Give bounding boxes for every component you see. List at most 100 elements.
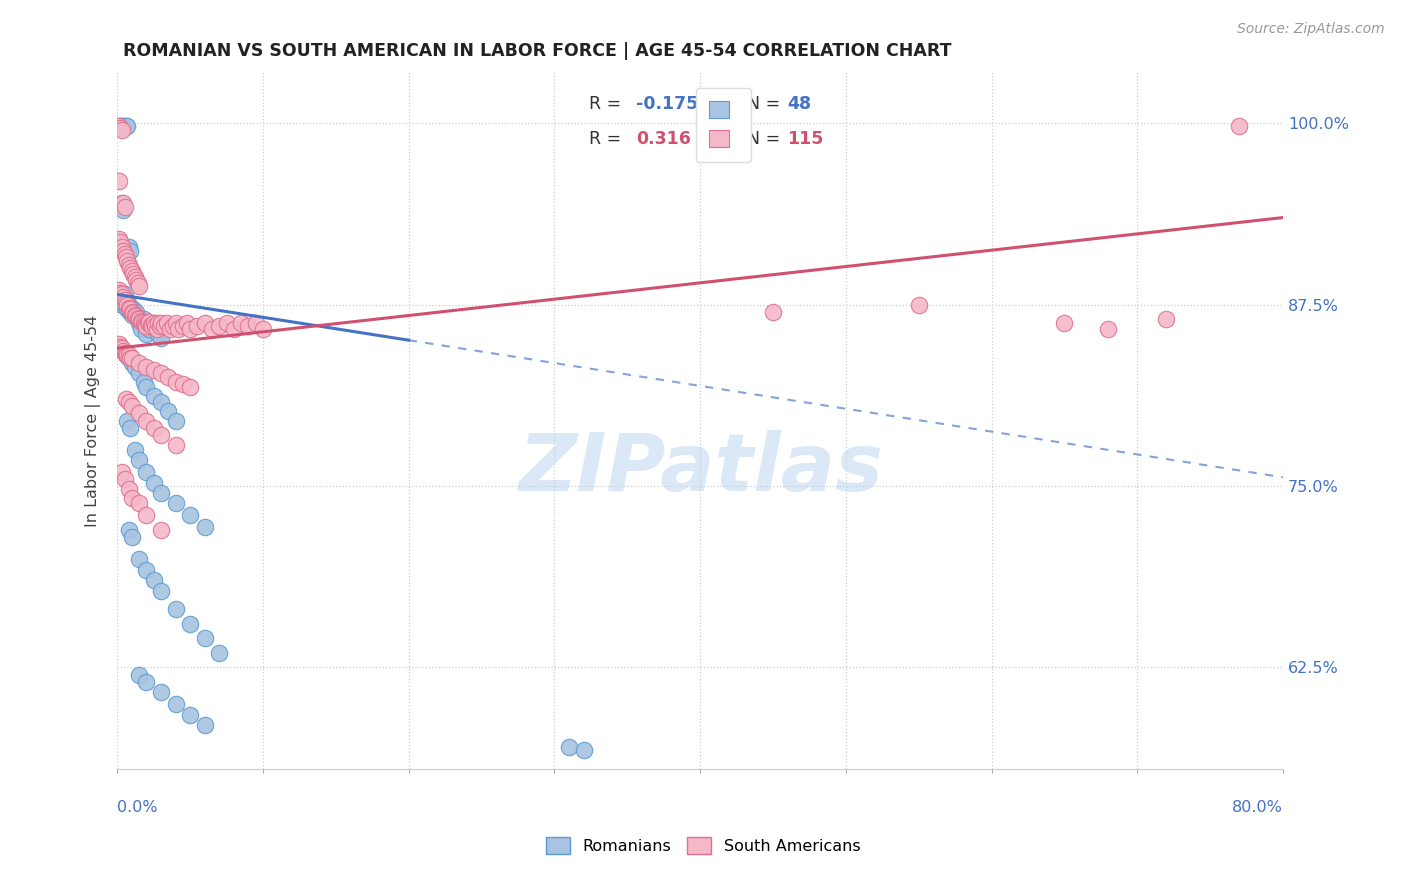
Point — [149, 685, 172, 699]
Point — [112, 344, 135, 359]
Point — [141, 319, 163, 334]
Point — [120, 305, 142, 319]
Point — [129, 313, 152, 327]
Point — [121, 308, 143, 322]
Point — [142, 574, 165, 588]
Point — [112, 203, 135, 218]
Point — [153, 319, 176, 334]
Point — [108, 285, 131, 300]
Point — [121, 491, 143, 505]
Point — [201, 322, 224, 336]
Point — [142, 363, 165, 377]
Point — [1156, 312, 1178, 326]
Point — [118, 351, 141, 366]
Point — [121, 351, 143, 366]
Point — [124, 308, 146, 322]
Text: N =: N = — [747, 95, 780, 112]
Point — [108, 293, 131, 308]
Point — [111, 465, 134, 479]
Point — [165, 602, 187, 616]
Point — [167, 322, 190, 336]
Point — [117, 414, 139, 428]
Point — [572, 743, 595, 757]
Point — [907, 298, 929, 312]
Point — [114, 247, 136, 261]
Point — [179, 508, 201, 522]
Point — [1097, 322, 1119, 336]
Y-axis label: In Labor Force | Age 45-54: In Labor Force | Age 45-54 — [86, 315, 101, 527]
Point — [118, 298, 141, 312]
Point — [128, 551, 150, 566]
Point — [112, 244, 135, 258]
Point — [245, 317, 267, 331]
Point — [149, 523, 172, 537]
Point — [108, 340, 131, 354]
Point — [149, 583, 172, 598]
Text: 0.316: 0.316 — [636, 129, 690, 147]
Point — [127, 310, 149, 325]
Point — [111, 298, 134, 312]
Point — [186, 319, 208, 334]
Point — [229, 317, 252, 331]
Point — [107, 290, 129, 304]
Point — [172, 319, 194, 334]
Text: Source: ZipAtlas.com: Source: ZipAtlas.com — [1237, 22, 1385, 37]
Point — [114, 119, 136, 133]
Point — [107, 119, 129, 133]
Point — [117, 298, 139, 312]
Point — [108, 120, 131, 135]
Point — [128, 366, 150, 380]
Point — [194, 317, 217, 331]
Point — [115, 293, 138, 308]
Point — [118, 523, 141, 537]
Point — [124, 308, 146, 322]
Point — [114, 345, 136, 359]
Point — [131, 315, 153, 329]
Point — [157, 370, 180, 384]
Point — [128, 317, 150, 331]
Text: R =: R = — [589, 95, 621, 112]
Point — [135, 319, 157, 334]
Point — [165, 375, 187, 389]
Text: 115: 115 — [787, 129, 824, 147]
Point — [142, 421, 165, 435]
Point — [157, 403, 180, 417]
Point — [127, 276, 149, 290]
Point — [128, 667, 150, 681]
Point — [176, 317, 198, 331]
Point — [115, 296, 138, 310]
Point — [108, 119, 131, 133]
Point — [107, 119, 129, 133]
Text: R =: R = — [589, 129, 621, 147]
Point — [238, 319, 260, 334]
Point — [111, 123, 134, 137]
Point — [135, 674, 157, 689]
Point — [107, 174, 129, 188]
Text: N =: N = — [747, 129, 780, 147]
Point — [135, 326, 157, 341]
Point — [149, 366, 172, 380]
Point — [194, 718, 217, 732]
Point — [108, 235, 131, 250]
Point — [142, 389, 165, 403]
Point — [156, 317, 179, 331]
Point — [111, 119, 134, 133]
Text: 0.0%: 0.0% — [117, 799, 157, 814]
Point — [165, 414, 187, 428]
Point — [162, 319, 184, 334]
Point — [117, 348, 139, 362]
Point — [117, 254, 139, 268]
Point — [128, 453, 150, 467]
Point — [128, 312, 150, 326]
Point — [115, 250, 138, 264]
Point — [114, 200, 136, 214]
Point — [117, 119, 139, 133]
Point — [149, 486, 172, 500]
Point — [120, 421, 142, 435]
Point — [139, 318, 162, 332]
Point — [114, 293, 136, 308]
Point — [117, 301, 139, 316]
Point — [142, 317, 165, 331]
Point — [136, 317, 159, 331]
Point — [118, 239, 141, 253]
